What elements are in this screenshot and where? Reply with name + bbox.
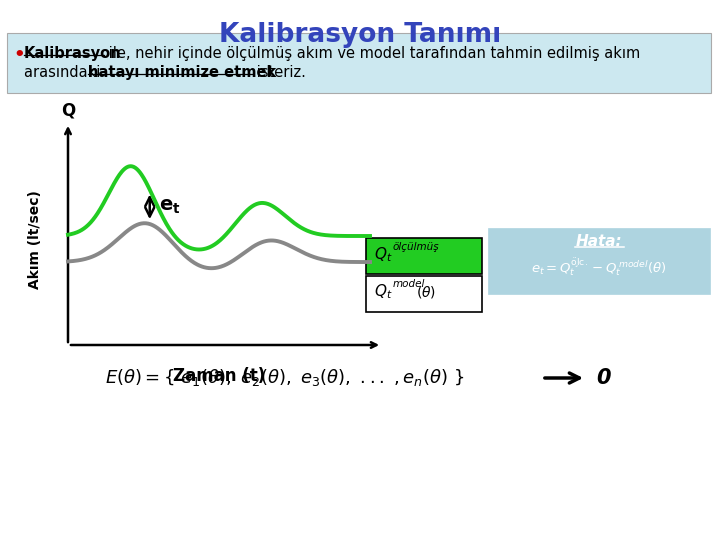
FancyBboxPatch shape [7,33,711,93]
Text: $\mathbf{e_t}$: $\mathbf{e_t}$ [158,197,180,217]
Text: 0: 0 [596,368,611,388]
FancyBboxPatch shape [366,238,482,274]
Text: $(\theta)$: $(\theta)$ [416,284,436,300]
Text: Zaman (t): Zaman (t) [173,367,265,385]
Text: arasındaki: arasındaki [24,65,105,80]
Text: Kalibrasyon: Kalibrasyon [24,46,122,61]
Text: isteriz.: isteriz. [252,65,306,80]
Text: Q: Q [61,101,75,119]
Text: $Q_t$: $Q_t$ [374,282,392,301]
Text: •: • [13,46,24,64]
Text: Kalibrasyon Tanımı: Kalibrasyon Tanımı [219,22,501,48]
Text: hatayı minimize etmek: hatayı minimize etmek [88,65,276,80]
Text: ölçülmüş: ölçülmüş [393,242,440,252]
Text: Akım (lt/sec): Akım (lt/sec) [28,191,42,289]
Text: Hata:: Hata: [576,233,622,248]
Text: ile, nehir içinde ölçülmüş akım ve model tarafından tahmin edilmiş akım: ile, nehir içinde ölçülmüş akım ve model… [104,46,640,61]
FancyBboxPatch shape [488,228,710,294]
Text: $e_t = Q_t^{\mathrm{\ddot{o}l\c{c}.}} - Q_t^{\,model}(\theta)$: $e_t = Q_t^{\mathrm{\ddot{o}l\c{c}.}} - … [531,256,667,279]
Text: $Q_t$: $Q_t$ [374,246,392,265]
Text: $E(\theta) = \{\ e_1(\theta),\ e_2(\theta),\ e_3(\theta),\ ...\ ,e_n(\theta)\ \}: $E(\theta) = \{\ e_1(\theta),\ e_2(\thet… [105,368,464,388]
FancyBboxPatch shape [366,276,482,312]
Text: model: model [393,279,426,289]
